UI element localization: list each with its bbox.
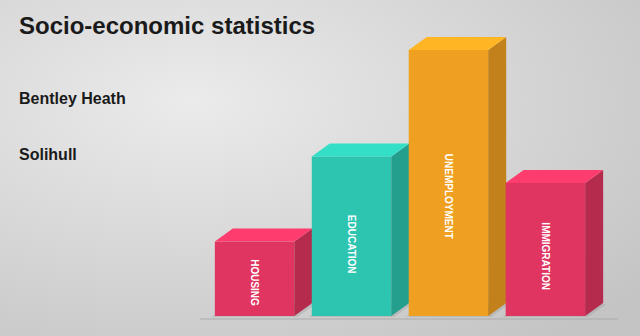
bar-side — [585, 170, 603, 316]
category-label: IMMIGRATION — [540, 222, 551, 290]
bar-front — [409, 50, 488, 316]
title: Socio-economic statistics — [19, 12, 315, 39]
bar-3d — [406, 37, 509, 317]
subtitle: Solihull — [19, 146, 77, 163]
bar-front — [506, 183, 585, 316]
bar-side — [488, 37, 506, 316]
category-label: EDUCATION — [346, 215, 357, 274]
bar-top — [215, 229, 312, 242]
bar-front — [312, 156, 391, 316]
background — [0, 0, 640, 336]
bar-top — [506, 170, 603, 183]
bar-3d — [503, 170, 606, 317]
chart: Socio-economic statistics Bentley Heath So… — [0, 0, 640, 336]
bar-side — [294, 229, 312, 316]
bar-3d — [212, 229, 315, 317]
category-label: HOUSING — [249, 259, 260, 306]
chart-container: Socio-economic statistics Bentley Heath So… — [0, 0, 640, 336]
bar-side — [391, 143, 409, 316]
bars — [212, 37, 606, 317]
bar-top — [409, 37, 506, 50]
bar-front — [215, 242, 294, 316]
floor-line — [200, 319, 618, 320]
subtitle: Bentley Heath — [19, 90, 126, 107]
bar-labels: HOUSING EDUCATION UNEMPLOYMENT IMMIGRATION — [249, 154, 551, 306]
bar-3d — [309, 143, 412, 317]
bar-top — [312, 143, 409, 156]
category-label: UNEMPLOYMENT — [443, 154, 454, 239]
